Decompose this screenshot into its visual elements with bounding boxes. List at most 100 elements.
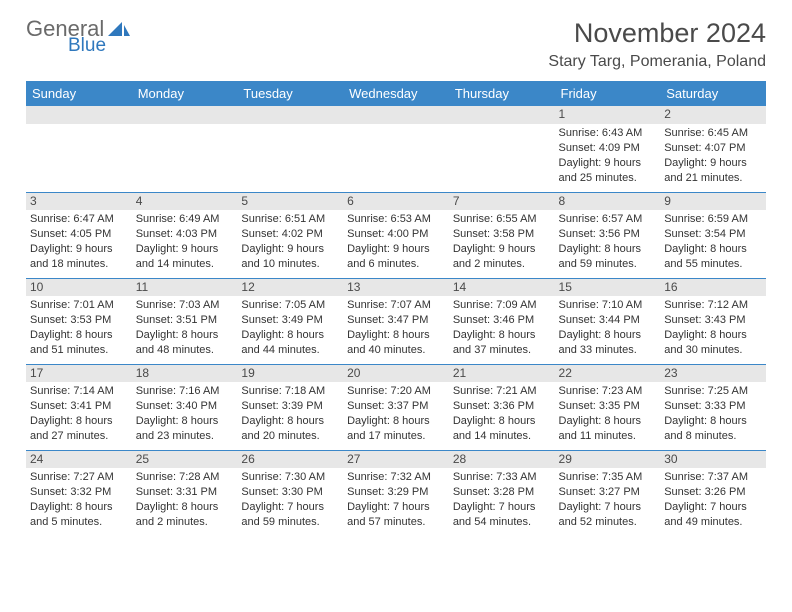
day-info-line: Sunrise: 7:21 AM [453, 384, 551, 399]
day-info-line: Sunset: 3:56 PM [559, 227, 657, 242]
day-info-line: Sunrise: 6:57 AM [559, 212, 657, 227]
day-info-line: Daylight: 9 hours [241, 242, 339, 257]
day-info-line: Sunset: 3:40 PM [136, 399, 234, 414]
day-content-cell [449, 124, 555, 192]
day-info-line: and 48 minutes. [136, 343, 234, 358]
month-title: November 2024 [548, 18, 766, 49]
day-info-line: and 54 minutes. [453, 515, 551, 530]
day-content-cell: Sunrise: 7:07 AMSunset: 3:47 PMDaylight:… [343, 296, 449, 364]
day-content-cell [132, 124, 238, 192]
day-info-line: Daylight: 8 hours [136, 500, 234, 515]
day-info-line: and 49 minutes. [664, 515, 762, 530]
day-info-line: and 17 minutes. [347, 429, 445, 444]
day-number-cell: 7 [449, 192, 555, 210]
calendar-table: SundayMondayTuesdayWednesdayThursdayFrid… [26, 81, 766, 536]
day-info-line: and 44 minutes. [241, 343, 339, 358]
day-info-line: Sunrise: 7:07 AM [347, 298, 445, 313]
day-info-line: and 6 minutes. [347, 257, 445, 272]
day-number-cell [237, 106, 343, 124]
day-info-line: Sunset: 3:43 PM [664, 313, 762, 328]
day-info-line: and 40 minutes. [347, 343, 445, 358]
day-content-cell: Sunrise: 7:20 AMSunset: 3:37 PMDaylight:… [343, 382, 449, 450]
day-info-line: and 30 minutes. [664, 343, 762, 358]
day-number-cell: 19 [237, 364, 343, 382]
day-info-line: Sunrise: 7:28 AM [136, 470, 234, 485]
day-content-cell: Sunrise: 7:18 AMSunset: 3:39 PMDaylight:… [237, 382, 343, 450]
day-info-line: Sunrise: 7:18 AM [241, 384, 339, 399]
day-number-cell: 13 [343, 278, 449, 296]
day-info-line: Sunset: 3:44 PM [559, 313, 657, 328]
day-content-cell: Sunrise: 7:37 AMSunset: 3:26 PMDaylight:… [660, 468, 766, 536]
day-header: Wednesday [343, 81, 449, 106]
day-info-line: Daylight: 8 hours [241, 414, 339, 429]
day-info-line: Daylight: 9 hours [30, 242, 128, 257]
day-number-cell: 30 [660, 450, 766, 468]
day-info-line: Sunset: 4:03 PM [136, 227, 234, 242]
day-content-cell: Sunrise: 7:33 AMSunset: 3:28 PMDaylight:… [449, 468, 555, 536]
day-header: Friday [555, 81, 661, 106]
day-info-line: and 10 minutes. [241, 257, 339, 272]
day-info-line: Daylight: 8 hours [136, 328, 234, 343]
day-info-line: and 51 minutes. [30, 343, 128, 358]
day-content-cell: Sunrise: 7:23 AMSunset: 3:35 PMDaylight:… [555, 382, 661, 450]
day-info-line: Sunrise: 7:23 AM [559, 384, 657, 399]
day-number-cell: 5 [237, 192, 343, 210]
day-info-line: Daylight: 7 hours [664, 500, 762, 515]
day-info-line: Daylight: 8 hours [559, 328, 657, 343]
day-info-line: Sunset: 4:07 PM [664, 141, 762, 156]
day-number-cell: 3 [26, 192, 132, 210]
day-info-line: and 2 minutes. [453, 257, 551, 272]
day-content-cell [26, 124, 132, 192]
day-info-line: Sunset: 3:46 PM [453, 313, 551, 328]
day-info-line: and 2 minutes. [136, 515, 234, 530]
day-info-line: Daylight: 7 hours [559, 500, 657, 515]
day-number-cell: 28 [449, 450, 555, 468]
day-info-line: Daylight: 8 hours [559, 242, 657, 257]
day-info-line: Sunset: 4:02 PM [241, 227, 339, 242]
day-info-line: Daylight: 8 hours [664, 242, 762, 257]
day-content-cell: Sunrise: 7:10 AMSunset: 3:44 PMDaylight:… [555, 296, 661, 364]
day-info-line: Daylight: 9 hours [347, 242, 445, 257]
day-info-line: Sunrise: 7:25 AM [664, 384, 762, 399]
logo-text: General Blue [26, 18, 106, 55]
day-number-cell: 18 [132, 364, 238, 382]
week-content-row: Sunrise: 7:01 AMSunset: 3:53 PMDaylight:… [26, 296, 766, 364]
day-number-cell: 6 [343, 192, 449, 210]
day-number-cell: 24 [26, 450, 132, 468]
day-info-line: Daylight: 8 hours [664, 414, 762, 429]
day-info-line: Sunrise: 6:43 AM [559, 126, 657, 141]
day-number-cell: 11 [132, 278, 238, 296]
day-number-cell: 16 [660, 278, 766, 296]
day-info-line: Daylight: 8 hours [559, 414, 657, 429]
week-number-row: 10111213141516 [26, 278, 766, 296]
day-info-line: and 59 minutes. [241, 515, 339, 530]
day-info-line: Daylight: 9 hours [664, 156, 762, 171]
day-content-cell: Sunrise: 6:59 AMSunset: 3:54 PMDaylight:… [660, 210, 766, 278]
day-info-line: and 57 minutes. [347, 515, 445, 530]
logo-blue-text: Blue [68, 36, 106, 55]
week-content-row: Sunrise: 7:27 AMSunset: 3:32 PMDaylight:… [26, 468, 766, 536]
day-info-line: Daylight: 8 hours [30, 414, 128, 429]
day-header: Monday [132, 81, 238, 106]
day-info-line: and 52 minutes. [559, 515, 657, 530]
day-content-cell: Sunrise: 7:30 AMSunset: 3:30 PMDaylight:… [237, 468, 343, 536]
day-info-line: Sunrise: 7:10 AM [559, 298, 657, 313]
day-info-line: Sunset: 3:32 PM [30, 485, 128, 500]
day-info-line: Sunrise: 7:09 AM [453, 298, 551, 313]
day-info-line: and 27 minutes. [30, 429, 128, 444]
week-number-row: 24252627282930 [26, 450, 766, 468]
day-info-line: Daylight: 8 hours [241, 328, 339, 343]
day-info-line: Sunset: 3:58 PM [453, 227, 551, 242]
day-info-line: Sunset: 3:33 PM [664, 399, 762, 414]
day-content-cell [237, 124, 343, 192]
day-number-cell: 1 [555, 106, 661, 124]
day-number-cell: 8 [555, 192, 661, 210]
day-info-line: and 5 minutes. [30, 515, 128, 530]
day-content-cell: Sunrise: 6:43 AMSunset: 4:09 PMDaylight:… [555, 124, 661, 192]
day-info-line: Sunrise: 6:49 AM [136, 212, 234, 227]
day-number-cell: 29 [555, 450, 661, 468]
day-info-line: Sunrise: 7:33 AM [453, 470, 551, 485]
day-content-cell: Sunrise: 7:16 AMSunset: 3:40 PMDaylight:… [132, 382, 238, 450]
day-content-cell: Sunrise: 7:25 AMSunset: 3:33 PMDaylight:… [660, 382, 766, 450]
day-info-line: Sunset: 3:27 PM [559, 485, 657, 500]
